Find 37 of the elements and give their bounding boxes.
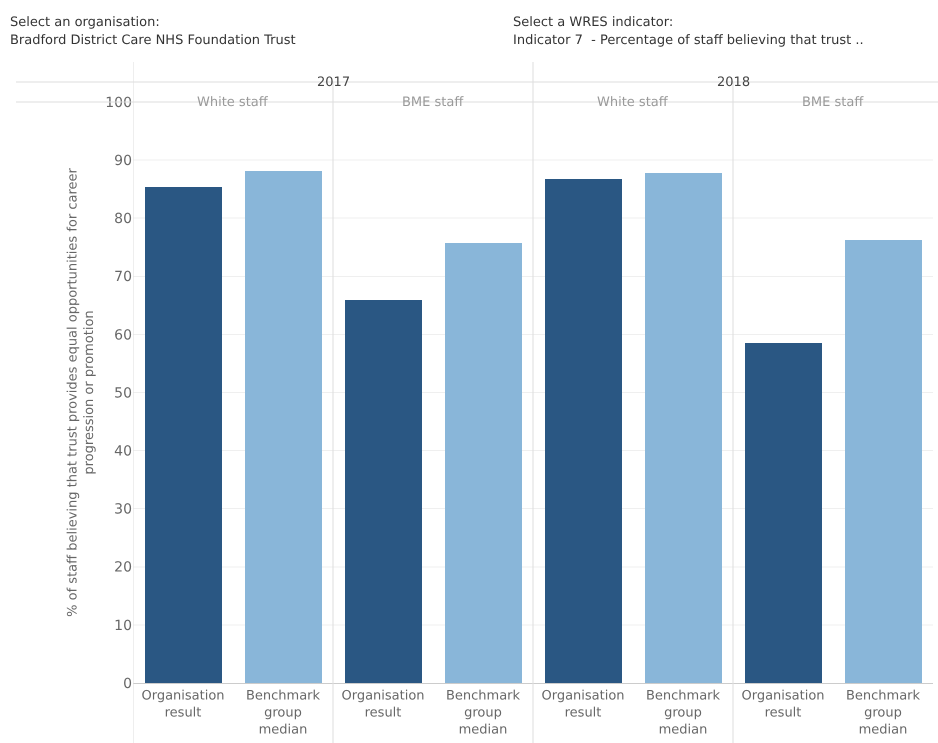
y-tick-label: 40 xyxy=(114,444,132,460)
annotation: White staff xyxy=(597,95,669,110)
x-tick-label: Benchmark group median xyxy=(246,688,320,738)
y-tick-label: 80 xyxy=(114,211,132,228)
x-tick-label: Benchmark group median xyxy=(846,688,920,738)
text: Indicator 7 - Percentage of staff believing that trust .. xyxy=(513,33,864,48)
y-tick-label: 30 xyxy=(114,502,132,518)
x-tick-label: Benchmark group median xyxy=(646,688,720,738)
y-tick-label: 60 xyxy=(114,327,132,344)
bar xyxy=(845,240,922,683)
x-tick-label: Organisation result xyxy=(741,688,825,720)
x-tick-label: Organisation result xyxy=(141,688,225,720)
y-tick-label: 20 xyxy=(114,560,132,576)
bar xyxy=(745,343,822,683)
text: Select an organisation: xyxy=(10,15,160,30)
bar xyxy=(245,171,322,683)
annotation: BME staff xyxy=(402,95,464,110)
bar xyxy=(545,179,622,683)
x-tick-label: Organisation result xyxy=(541,688,625,720)
annotation: White staff xyxy=(197,95,269,110)
text: Bradford District Care NHS Foundation Trust xyxy=(10,33,296,48)
text: 2018 xyxy=(717,75,750,90)
bar xyxy=(345,300,422,683)
bar xyxy=(145,187,222,683)
y-tick-label: 0 xyxy=(123,676,132,692)
annotation: BME staff xyxy=(802,95,864,110)
text: 2017 xyxy=(317,75,350,90)
x-tick-label: Benchmark group median xyxy=(446,688,520,738)
bar xyxy=(645,173,722,683)
y-axis-title: % of staff believing that trust provides equal opportunities for career progression or promotion xyxy=(65,168,98,617)
x-tick-label: Organisation result xyxy=(341,688,425,720)
y-tick-label: 10 xyxy=(114,618,132,634)
y-tick-label: 50 xyxy=(114,385,132,402)
bar xyxy=(445,243,522,683)
y-tick-label: 90 xyxy=(114,153,132,169)
y-tick-label: 70 xyxy=(114,269,132,286)
text: Select a WRES indicator: xyxy=(513,15,674,30)
